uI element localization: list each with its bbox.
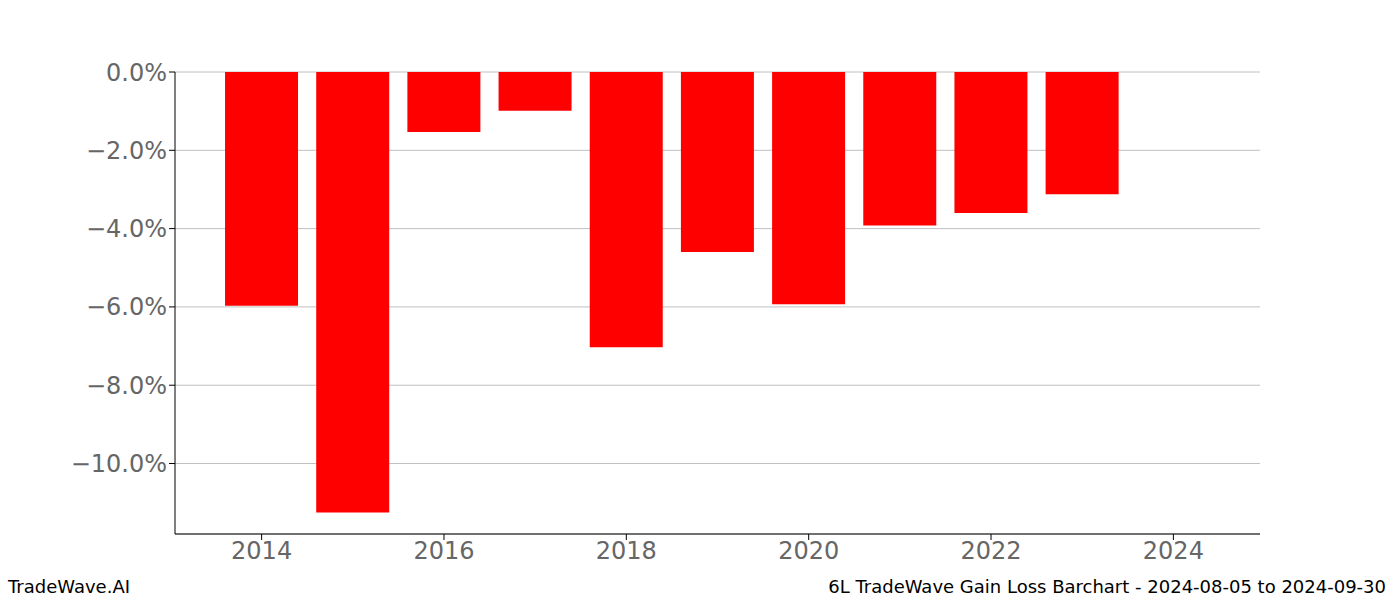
html-text:6L TradeWave Gain Loss Barchar: 6L TradeWave Gain Loss Barchart - 2024-0… [828,576,1386,597]
svg-text:2018: 2018 [596,537,657,560]
svg-text:2024: 2024 [1143,537,1204,560]
svg-text:2020: 2020 [778,537,839,560]
svg-text:−2.0%: −2.0% [86,137,167,165]
svg-text:2014: 2014 [231,537,292,560]
svg-text:2022: 2022 [960,537,1021,560]
svg-text:−6.0%: −6.0% [86,293,167,321]
svg-text:−4.0%: −4.0% [86,215,167,243]
svg-text:−8.0%: −8.0% [86,372,167,400]
html-text:TradeWave.AI: TradeWave.AI [8,576,130,597]
svg-text:−10.0%: −10.0% [71,450,167,478]
svg-text:2016: 2016 [413,537,474,560]
svg-text:0.0%: 0.0% [106,59,167,87]
